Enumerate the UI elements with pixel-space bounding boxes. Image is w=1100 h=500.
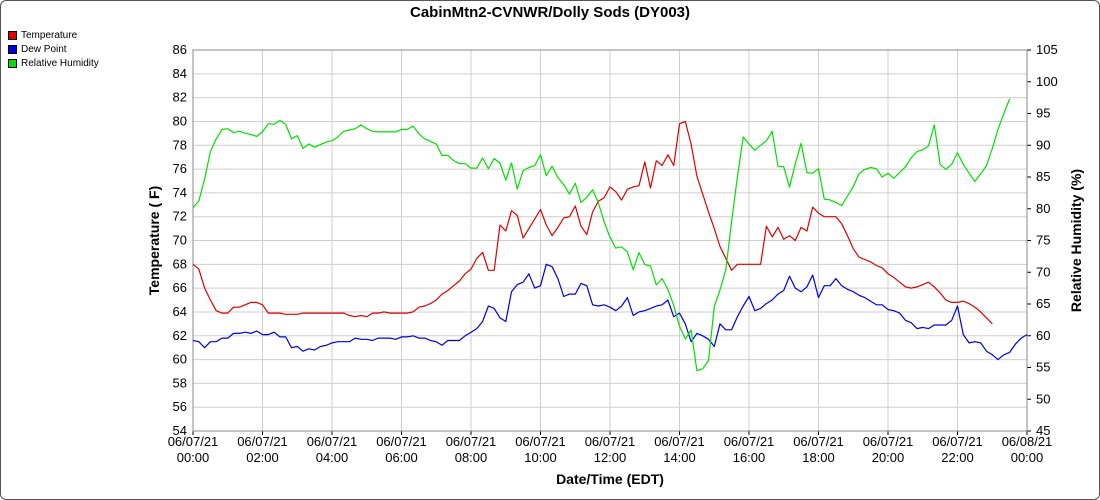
x-tick-label-date: 06/07/21 bbox=[793, 434, 844, 449]
x-tick-label-date: 06/07/21 bbox=[446, 434, 497, 449]
y-left-tick-label: 74 bbox=[173, 185, 187, 200]
legend-swatch-relative-humidity bbox=[8, 58, 17, 68]
y-right-tick-label: 105 bbox=[1036, 42, 1058, 57]
y-right-tick-label: 70 bbox=[1036, 264, 1050, 279]
chart-title: CabinMtn2-CVNWR/Dolly Sods (DY003) bbox=[409, 4, 691, 21]
legend-label-relative-humidity: Relative Humidity bbox=[21, 57, 99, 69]
x-tick-label-time: 06:00 bbox=[385, 450, 418, 465]
series-line-relative-humidity bbox=[192, 98, 1011, 372]
x-tick-label-date: 06/07/21 bbox=[724, 434, 775, 449]
plot-border bbox=[192, 49, 1028, 432]
x-tick-label-time: 22:00 bbox=[941, 450, 974, 465]
x-tick-label-time: 16:00 bbox=[733, 450, 766, 465]
x-tick-label-time: 02:00 bbox=[246, 450, 279, 465]
y-left-tick-label: 82 bbox=[173, 90, 187, 105]
y-right-tick-label: 60 bbox=[1036, 328, 1050, 343]
y-left-tick-label: 86 bbox=[173, 42, 187, 57]
x-tick-label-time: 04:00 bbox=[316, 450, 349, 465]
y-left-tick-label: 70 bbox=[173, 233, 187, 248]
y-left-tick-label: 68 bbox=[173, 256, 187, 271]
legend-label-temperature: Temperature bbox=[21, 29, 78, 41]
y-left-axis-title: Temperature ( F) bbox=[146, 186, 162, 295]
y-left-tick-label: 56 bbox=[173, 399, 187, 414]
y-right-tick-label: 80 bbox=[1036, 201, 1050, 216]
y-left-tick-label: 72 bbox=[173, 209, 187, 224]
legend-item-temperature: Temperature bbox=[8, 28, 99, 42]
x-tick-label-time: 08:00 bbox=[455, 450, 488, 465]
legend-item-dew-point: Dew Point bbox=[8, 42, 99, 56]
y-left-tick-label: 62 bbox=[173, 328, 187, 343]
x-tick-label-date: 06/08/21 bbox=[1002, 434, 1053, 449]
x-tick-label-date: 06/07/21 bbox=[932, 434, 983, 449]
y-left-tick-label: 80 bbox=[173, 113, 187, 128]
y-right-tick-label: 65 bbox=[1036, 296, 1050, 311]
y-right-tick-label: 75 bbox=[1036, 233, 1050, 248]
x-tick-label-date: 06/07/21 bbox=[376, 434, 427, 449]
y-right-tick-label: 100 bbox=[1036, 74, 1058, 89]
y-right-tick-label: 45 bbox=[1036, 423, 1050, 438]
legend-item-relative-humidity: Relative Humidity bbox=[8, 56, 99, 70]
y-right-axis-title: Relative Humidity (%) bbox=[1068, 169, 1084, 312]
y-left-tick-label: 60 bbox=[173, 352, 187, 367]
y-left-tick-label: 58 bbox=[173, 375, 187, 390]
y-left-tick-label: 54 bbox=[173, 423, 187, 438]
x-tick-label-date: 06/07/21 bbox=[654, 434, 705, 449]
x-tick-label-time: 20:00 bbox=[872, 450, 905, 465]
x-tick-label-time: 14:00 bbox=[663, 450, 696, 465]
y-left-tick-label: 64 bbox=[173, 304, 187, 319]
y-right-tick-label: 55 bbox=[1036, 360, 1050, 375]
y-left-tick-label: 84 bbox=[173, 66, 187, 81]
legend-swatch-temperature bbox=[8, 30, 17, 40]
x-axis-title: Date/Time (EDT) bbox=[556, 471, 664, 487]
x-tick-label-time: 00:00 bbox=[177, 450, 210, 465]
series-line-dew-point bbox=[192, 263, 1028, 361]
x-tick-label-time: 10:00 bbox=[524, 450, 557, 465]
legend-label-dew-point: Dew Point bbox=[21, 43, 67, 55]
y-left-tick-label: 78 bbox=[173, 137, 187, 152]
y-left-tick-label: 76 bbox=[173, 161, 187, 176]
x-tick-label-date: 06/07/21 bbox=[515, 434, 566, 449]
x-tick-label-date: 06/07/21 bbox=[863, 434, 914, 449]
x-tick-label-date: 06/07/21 bbox=[307, 434, 358, 449]
x-tick-label-date: 06/07/21 bbox=[585, 434, 636, 449]
y-right-tick-label: 90 bbox=[1036, 137, 1050, 152]
y-left-tick-label: 66 bbox=[173, 280, 187, 295]
y-right-tick-label: 50 bbox=[1036, 391, 1050, 406]
x-tick-label-date: 06/07/21 bbox=[168, 434, 219, 449]
x-tick-label-time: 12:00 bbox=[594, 450, 627, 465]
legend: Temperature Dew Point Relative Humidity bbox=[8, 28, 99, 70]
y-right-tick-label: 85 bbox=[1036, 169, 1050, 184]
x-tick-label-time: 00:00 bbox=[1011, 450, 1044, 465]
y-right-tick-label: 95 bbox=[1036, 106, 1050, 121]
x-tick-label-time: 18:00 bbox=[802, 450, 835, 465]
x-tick-label-date: 06/07/21 bbox=[237, 434, 288, 449]
legend-swatch-dew-point bbox=[8, 44, 17, 54]
series-line-temperature bbox=[192, 120, 993, 325]
